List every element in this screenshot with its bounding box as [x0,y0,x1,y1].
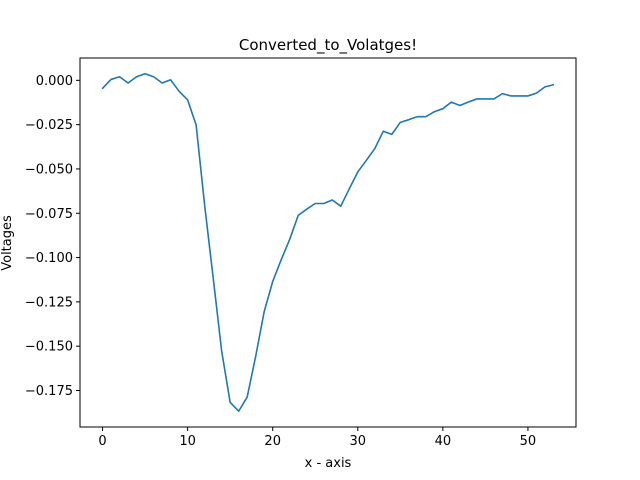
plot-frame [79,57,577,428]
y-axis-label: Voltages [0,215,15,271]
x-tick-label: 0 [98,434,106,449]
x-tick-label: 20 [264,434,281,449]
y-tick-label: −0.125 [25,295,73,310]
y-tick-label: 0.000 [36,74,73,89]
x-axis-label: x - axis [305,456,352,471]
series-line [101,72,555,413]
y-tick-label: −0.050 [25,162,73,177]
plot-area [80,58,576,427]
y-tick-label: −0.025 [25,118,73,133]
y-tick-label: −0.100 [25,251,73,266]
chart-title: Converted_to_Volatges! [239,36,417,55]
y-tick-label: −0.175 [25,384,73,399]
ticks-layer: 0 10 20 30 40 50 0.000 −0.025 −0.050 −0.075 −0.100… [25,74,536,449]
x-tick-label: 30 [350,434,367,449]
y-tick-label: −0.150 [25,340,73,355]
series-layer [101,72,555,413]
x-tick-label: 50 [520,434,537,449]
x-tick-label: 10 [179,434,196,449]
x-tick-label: 40 [435,434,452,449]
y-tick-label: −0.075 [25,207,73,222]
